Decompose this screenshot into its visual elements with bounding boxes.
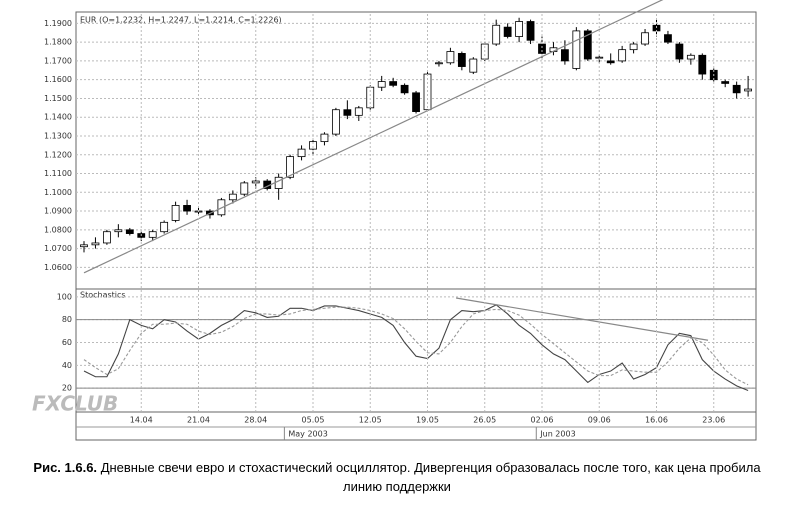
- candle-body: [343, 109, 352, 116]
- x-tick-label: 23.06: [702, 416, 725, 425]
- y-tick-label: 1.1700: [44, 56, 72, 65]
- candle-body: [228, 193, 237, 201]
- candle-body: [457, 53, 466, 67]
- oscillator-line: [83, 304, 749, 391]
- candle-body: [389, 81, 398, 86]
- candle-body: [435, 62, 443, 65]
- x-tick-label: 12.05: [359, 416, 382, 425]
- candle-body: [503, 26, 512, 37]
- candle-body: [698, 54, 707, 75]
- month-label: May 2003: [288, 430, 327, 439]
- candle-body: [400, 84, 409, 94]
- candle-body: [583, 30, 592, 60]
- y-tick-label: 40: [62, 361, 72, 370]
- x-tick-label: 26.05: [473, 416, 496, 425]
- y-tick-label: 1.1000: [44, 188, 72, 197]
- candle-body: [618, 49, 627, 62]
- y-tick-label: 80: [62, 315, 72, 324]
- candle-body: [744, 88, 752, 92]
- candle-body: [240, 182, 249, 195]
- candle-body: [286, 156, 295, 178]
- x-tick-label: 02.06: [531, 416, 554, 425]
- candle-body: [538, 43, 546, 54]
- candle-body: [80, 244, 88, 248]
- candle-body: [309, 141, 317, 150]
- candle-body: [686, 54, 695, 60]
- candle-body: [148, 231, 157, 238]
- y-tick-label: 1.0700: [44, 244, 72, 253]
- candle-body: [664, 34, 672, 43]
- oscillator-header: Stochastics: [80, 291, 126, 300]
- candle-body: [160, 221, 169, 233]
- y-tick-label: 1.1500: [44, 94, 72, 103]
- candle-body: [103, 231, 111, 244]
- y-tick-label: 1.1200: [44, 150, 72, 159]
- y-tick-label: 1.0800: [44, 225, 72, 234]
- candle-body: [354, 107, 363, 116]
- candle-body: [320, 133, 329, 143]
- y-tick-label: 1.0900: [44, 207, 72, 216]
- month-label: Jun 2003: [539, 430, 575, 439]
- candle-body: [331, 109, 340, 135]
- candle-body: [469, 58, 478, 73]
- y-tick-label: 1.1600: [44, 75, 72, 84]
- y-tick-label: 1.1400: [44, 113, 72, 122]
- candle-body: [377, 81, 386, 88]
- candle-body: [629, 43, 638, 51]
- candle-body: [561, 49, 569, 62]
- candle-body: [274, 176, 283, 189]
- x-tick-label: 09.06: [588, 416, 611, 425]
- candle-body: [721, 81, 730, 84]
- caption: Рис. 1.6.6. Дневные свечи евро и стохаст…: [20, 458, 774, 496]
- x-tick-label: 14.04: [130, 416, 153, 425]
- y-tick-label: 100: [57, 292, 72, 301]
- candle-body: [526, 21, 535, 41]
- y-tick-label: 1.1900: [44, 19, 72, 28]
- candle-body: [412, 92, 420, 112]
- oscillator-line: [83, 306, 749, 386]
- candle-body: [641, 32, 649, 45]
- x-tick-label: 05.05: [302, 416, 325, 425]
- y-tick-label: 20: [62, 384, 72, 393]
- candle-body: [91, 242, 100, 246]
- candle-body: [297, 148, 306, 158]
- y-tick-label: 1.1300: [44, 131, 72, 140]
- candle-body: [125, 229, 134, 234]
- price-header: EUR (O=1.2232, H=1.2247, L=1.2214, C=1.2…: [80, 16, 282, 25]
- candle-body: [171, 205, 180, 221]
- watermark: FXCLUB: [32, 392, 118, 416]
- trend-line: [83, 0, 664, 274]
- trend-line: [456, 297, 709, 341]
- candle-body: [606, 60, 615, 64]
- candle-body: [732, 84, 741, 94]
- y-tick-label: 1.0600: [44, 263, 72, 272]
- candle-body: [446, 51, 455, 64]
- caption-label: Рис. 1.6.6.: [33, 460, 98, 475]
- chart-frame: [75, 11, 757, 441]
- y-tick-label: 60: [62, 338, 72, 347]
- candle-body: [675, 43, 684, 60]
- x-tick-label: 16.06: [645, 416, 668, 425]
- candle-body: [114, 229, 123, 233]
- candle-body: [572, 30, 581, 69]
- candle-body: [183, 205, 191, 212]
- x-tick-label: 21.04: [187, 416, 210, 425]
- candle-body: [515, 21, 523, 37]
- y-tick-label: 1.1100: [44, 169, 72, 178]
- x-tick-label: 28.04: [244, 416, 267, 425]
- y-tick-label: 1.1800: [44, 38, 72, 47]
- caption-text: Дневные свечи евро и стохастический осци…: [100, 460, 761, 494]
- candle-body: [492, 24, 501, 45]
- x-tick-label: 19.05: [416, 416, 439, 425]
- chart: EUR (O=1.2232, H=1.2247, L=1.2214, C=1.2…: [32, 0, 757, 441]
